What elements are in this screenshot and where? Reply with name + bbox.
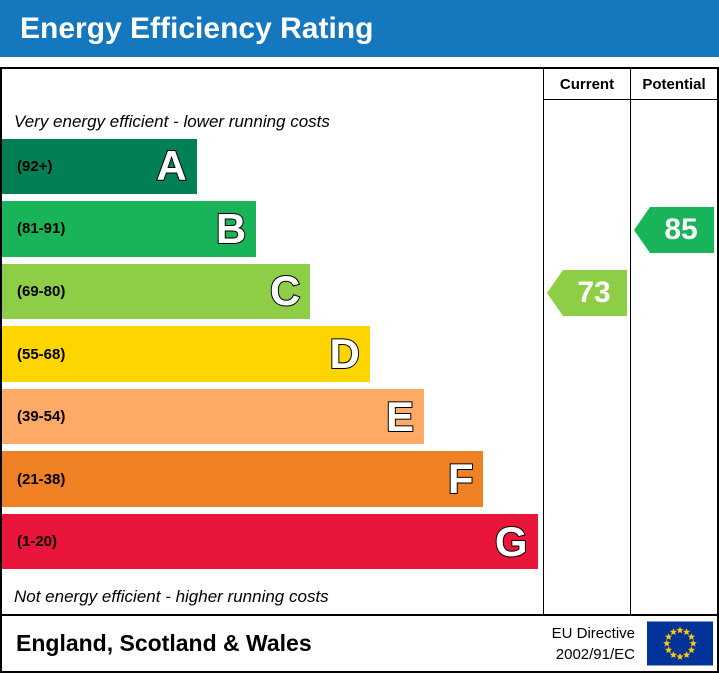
eu-directive-line2: 2002/91/EC bbox=[555, 645, 635, 663]
current-column-header: Current bbox=[544, 69, 630, 100]
eu-directive-line1: EU Directive bbox=[551, 624, 635, 642]
epc-chart-frame: Very energy efficient - lower running co… bbox=[0, 67, 719, 673]
band-bar-b: (81-91) B bbox=[2, 201, 257, 257]
band-letter: B bbox=[215, 204, 247, 252]
band-bar-e: (39-54) E bbox=[2, 388, 424, 445]
band-letter: C bbox=[269, 267, 301, 315]
band-bar-g: (1-20) G bbox=[2, 513, 538, 570]
band-range: (39-54) bbox=[17, 408, 66, 426]
eu-flag-icon bbox=[647, 621, 713, 666]
band-letter: F bbox=[447, 455, 475, 503]
top-note: Very energy efficient - lower running co… bbox=[14, 111, 330, 131]
potential-column-header: Potential bbox=[631, 69, 717, 100]
potential-rating-pointer: 85 bbox=[634, 207, 714, 253]
band-row: (92+) A bbox=[2, 138, 543, 195]
footer: England, Scotland & Wales EU Directive 2… bbox=[2, 614, 717, 671]
potential-column: Potential 85 bbox=[630, 69, 717, 614]
band-bar-c: (69-80) C bbox=[2, 263, 311, 320]
band-row: (39-54) E bbox=[2, 388, 543, 445]
band-range: (69-80) bbox=[17, 282, 66, 300]
band-letter: E bbox=[385, 392, 415, 440]
band-row: (81-91) B bbox=[2, 201, 543, 257]
band-letter: D bbox=[329, 330, 361, 377]
band-row: (21-38) F bbox=[2, 451, 543, 507]
band-row: (1-20) G bbox=[2, 513, 543, 570]
current-column: Current 73 bbox=[543, 69, 630, 614]
title-banner: Energy Efficiency Rating bbox=[0, 0, 719, 57]
band-bar-a: (92+) A bbox=[2, 138, 197, 195]
band-range: (55-68) bbox=[17, 345, 66, 363]
band-bar-f: (21-38) F bbox=[2, 451, 484, 507]
current-rating-pointer: 73 bbox=[547, 270, 627, 316]
band-range: (81-91) bbox=[17, 220, 66, 238]
eu-directive-block: EU Directive 2002/91/EC bbox=[552, 621, 713, 666]
band-bar-d: (55-68) D bbox=[2, 326, 370, 382]
band-letter: A bbox=[155, 142, 187, 190]
band-range: (1-20) bbox=[17, 533, 58, 551]
page-title: Energy Efficiency Rating bbox=[20, 11, 374, 45]
band-letter: G bbox=[494, 517, 529, 565]
eu-directive-text: EU Directive 2002/91/EC bbox=[552, 623, 635, 665]
bottom-note: Not energy efficient - higher running co… bbox=[14, 587, 329, 607]
band-range: (21-38) bbox=[17, 470, 66, 488]
band-row: (55-68) D bbox=[2, 326, 543, 382]
band-range: (92+) bbox=[17, 157, 53, 175]
rating-bands-column: Very energy efficient - lower running co… bbox=[2, 69, 543, 614]
energy-efficiency-chart: Very energy efficient - lower running co… bbox=[2, 69, 717, 614]
band-row: (69-80) C bbox=[2, 263, 543, 320]
region-label: England, Scotland & Wales bbox=[16, 630, 312, 656]
